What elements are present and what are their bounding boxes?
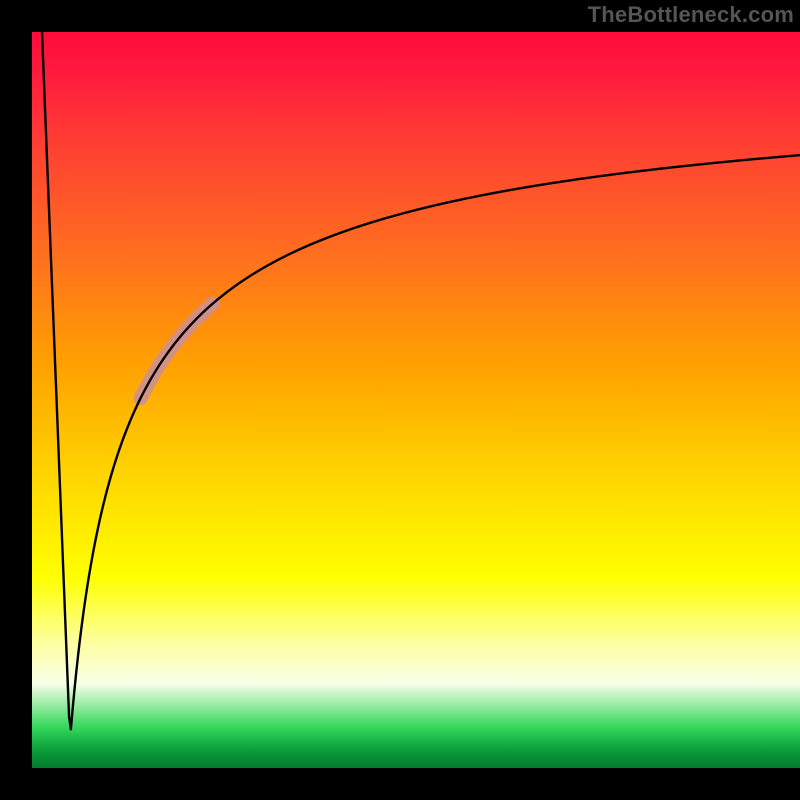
watermark-label: TheBottleneck.com	[588, 2, 794, 28]
chart-stage: TheBottleneck.com	[0, 0, 800, 800]
plot-area	[32, 32, 800, 768]
chart-svg	[0, 0, 800, 800]
